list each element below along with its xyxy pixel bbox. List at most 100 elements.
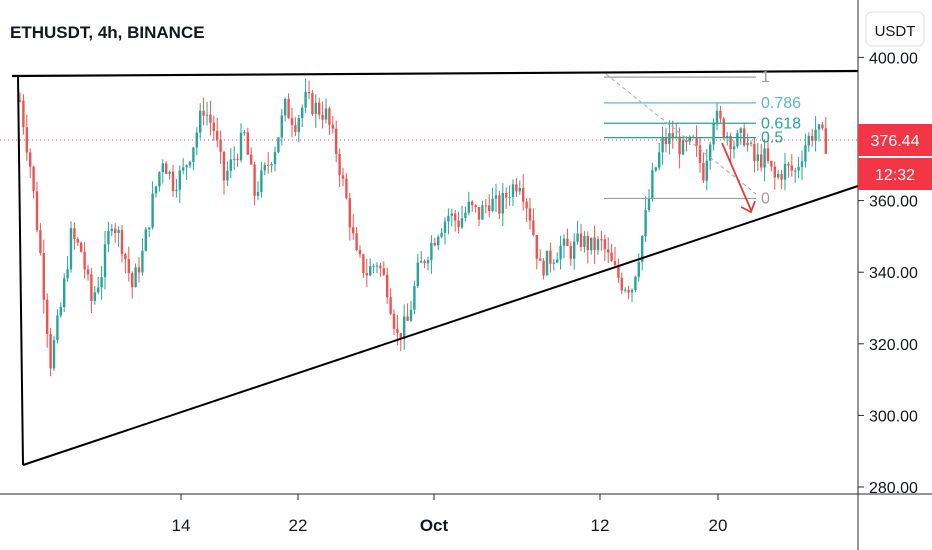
- candle-body[interactable]: [505, 193, 508, 198]
- candle-body[interactable]: [205, 114, 209, 116]
- candle-body[interactable]: [576, 233, 579, 242]
- candle-body[interactable]: [175, 189, 178, 192]
- candle-body[interactable]: [766, 148, 770, 162]
- candle-body[interactable]: [158, 172, 161, 187]
- candle-body[interactable]: [83, 251, 86, 270]
- triangle-top-line[interactable]: [11, 69, 859, 78]
- candle-body[interactable]: [763, 148, 766, 168]
- candle-body[interactable]: [681, 140, 685, 155]
- candle-body[interactable]: [120, 230, 124, 255]
- candle-body[interactable]: [797, 166, 800, 171]
- candle-body[interactable]: [433, 242, 436, 246]
- candle-body[interactable]: [457, 220, 460, 228]
- candle-body[interactable]: [712, 122, 715, 145]
- candle-body[interactable]: [93, 292, 96, 301]
- candle-body[interactable]: [777, 174, 780, 178]
- candle-body[interactable]: [114, 228, 117, 233]
- candle-body[interactable]: [460, 218, 464, 228]
- candle-body[interactable]: [817, 124, 821, 130]
- candle-body[interactable]: [413, 286, 416, 310]
- candle-body[interactable]: [263, 164, 266, 171]
- candle-body[interactable]: [437, 236, 440, 246]
- candle-body[interactable]: [783, 163, 787, 180]
- candle-body[interactable]: [525, 201, 528, 209]
- candle-body[interactable]: [52, 340, 56, 369]
- candle-body[interactable]: [318, 102, 321, 115]
- candle-body[interactable]: [732, 146, 736, 150]
- candle-body[interactable]: [746, 142, 749, 146]
- candle-body[interactable]: [794, 170, 797, 172]
- candle-body[interactable]: [698, 145, 702, 164]
- candle-body[interactable]: [144, 229, 147, 251]
- candle-body[interactable]: [647, 198, 651, 210]
- candle-body[interactable]: [324, 108, 328, 120]
- candle-body[interactable]: [522, 187, 525, 202]
- candle-body[interactable]: [399, 332, 402, 340]
- candle-body[interactable]: [182, 167, 185, 171]
- candle-body[interactable]: [134, 267, 137, 288]
- candle-body[interactable]: [753, 143, 756, 162]
- candle-body[interactable]: [423, 261, 426, 264]
- candle-body[interactable]: [178, 170, 181, 190]
- candle-body[interactable]: [760, 154, 763, 168]
- candle-body[interactable]: [73, 228, 76, 239]
- candle-body[interactable]: [341, 175, 345, 179]
- candle-body[interactable]: [76, 238, 79, 243]
- candle-body[interactable]: [396, 328, 399, 333]
- candle-body[interactable]: [345, 178, 348, 199]
- candle-body[interactable]: [18, 100, 22, 102]
- candle-body[interactable]: [518, 187, 521, 192]
- candle-body[interactable]: [297, 118, 300, 132]
- candle-body[interactable]: [464, 212, 467, 219]
- candle-body[interactable]: [467, 201, 470, 213]
- candle-body[interactable]: [501, 193, 504, 214]
- candle-body[interactable]: [216, 130, 219, 140]
- candle-body[interactable]: [454, 213, 457, 221]
- candle-body[interactable]: [154, 186, 158, 194]
- candle-body[interactable]: [222, 151, 226, 181]
- candle-body[interactable]: [270, 164, 273, 166]
- candle-body[interactable]: [188, 161, 192, 166]
- candle-body[interactable]: [583, 235, 586, 247]
- candle-body[interactable]: [348, 198, 351, 228]
- candle-body[interactable]: [688, 136, 691, 142]
- candle-body[interactable]: [352, 227, 355, 234]
- candle-body[interactable]: [372, 265, 375, 267]
- candle-body[interactable]: [46, 299, 49, 335]
- candle-body[interactable]: [620, 277, 623, 291]
- candle-body[interactable]: [695, 136, 698, 146]
- candle-body[interactable]: [277, 137, 280, 153]
- candle-body[interactable]: [161, 163, 164, 173]
- time-axis[interactable]: 14 22 Oct 12 20: [172, 494, 728, 535]
- candle-body[interactable]: [627, 289, 630, 293]
- candle-body[interactable]: [590, 237, 593, 251]
- candle-body[interactable]: [807, 135, 810, 146]
- candle-body[interactable]: [80, 242, 83, 252]
- candle-body[interactable]: [321, 114, 324, 120]
- candle-body[interactable]: [59, 306, 62, 316]
- candle-body[interactable]: [481, 205, 484, 220]
- candle-body[interactable]: [209, 114, 212, 123]
- candle-body[interactable]: [39, 230, 42, 254]
- candle-body[interactable]: [260, 170, 263, 193]
- candle-body[interactable]: [168, 171, 171, 174]
- candle-body[interactable]: [613, 261, 617, 265]
- candle-body[interactable]: [596, 239, 600, 250]
- candle-body[interactable]: [379, 265, 382, 269]
- candle-body[interactable]: [416, 262, 419, 287]
- candle-body[interactable]: [515, 184, 518, 192]
- candle-body[interactable]: [678, 136, 681, 155]
- candle-body[interactable]: [301, 107, 304, 119]
- candle-body[interactable]: [314, 102, 317, 115]
- candle-body[interactable]: [273, 152, 277, 165]
- candle-body[interactable]: [406, 316, 409, 321]
- candle-body[interactable]: [471, 201, 474, 206]
- candle-body[interactable]: [729, 135, 732, 150]
- candle-body[interactable]: [722, 118, 725, 138]
- candle-body[interactable]: [103, 244, 107, 278]
- candle-body[interactable]: [607, 249, 610, 253]
- candle-body[interactable]: [335, 128, 338, 155]
- candle-body[interactable]: [804, 145, 807, 162]
- candle-body[interactable]: [131, 273, 134, 288]
